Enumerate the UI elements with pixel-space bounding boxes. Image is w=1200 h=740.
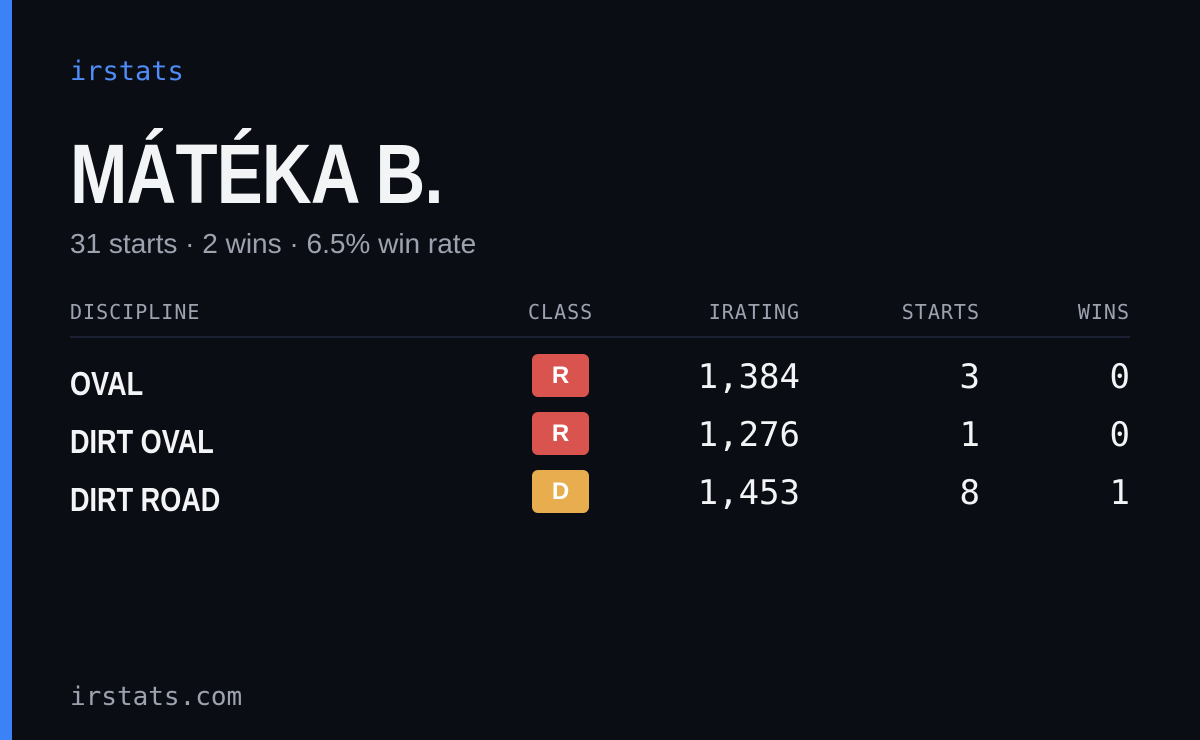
irating: 1,276	[697, 415, 800, 455]
irating: 1,384	[697, 357, 800, 397]
discipline: DIRT OVAL	[70, 423, 214, 460]
class-badge: R	[532, 354, 589, 397]
wins: 0	[1109, 357, 1130, 397]
starts: 8	[959, 473, 980, 513]
wins: 0	[1109, 415, 1130, 455]
driver-name: MÁTÉKA B.	[70, 127, 444, 221]
column-header: CLASS	[528, 300, 594, 324]
discipline: DIRT ROAD	[70, 481, 221, 518]
driver-summary: 31 starts · 2 wins · 6.5% win rate	[70, 228, 477, 259]
wins: 1	[1109, 473, 1130, 513]
brand: irstats	[70, 56, 184, 87]
class-badge: D	[532, 470, 589, 513]
starts: 1	[959, 415, 980, 455]
discipline: OVAL	[70, 365, 144, 402]
irating: 1,453	[697, 473, 800, 513]
footer: irstats.com	[70, 682, 243, 712]
column-header: IRATING	[708, 300, 800, 324]
header-rule	[70, 336, 1130, 338]
accent-bar	[0, 0, 12, 740]
class-badge: R	[532, 412, 589, 455]
column-header: DISCIPLINE	[70, 300, 201, 324]
starts: 3	[959, 357, 980, 397]
column-header: STARTS	[901, 300, 980, 324]
column-header: WINS	[1077, 300, 1130, 324]
